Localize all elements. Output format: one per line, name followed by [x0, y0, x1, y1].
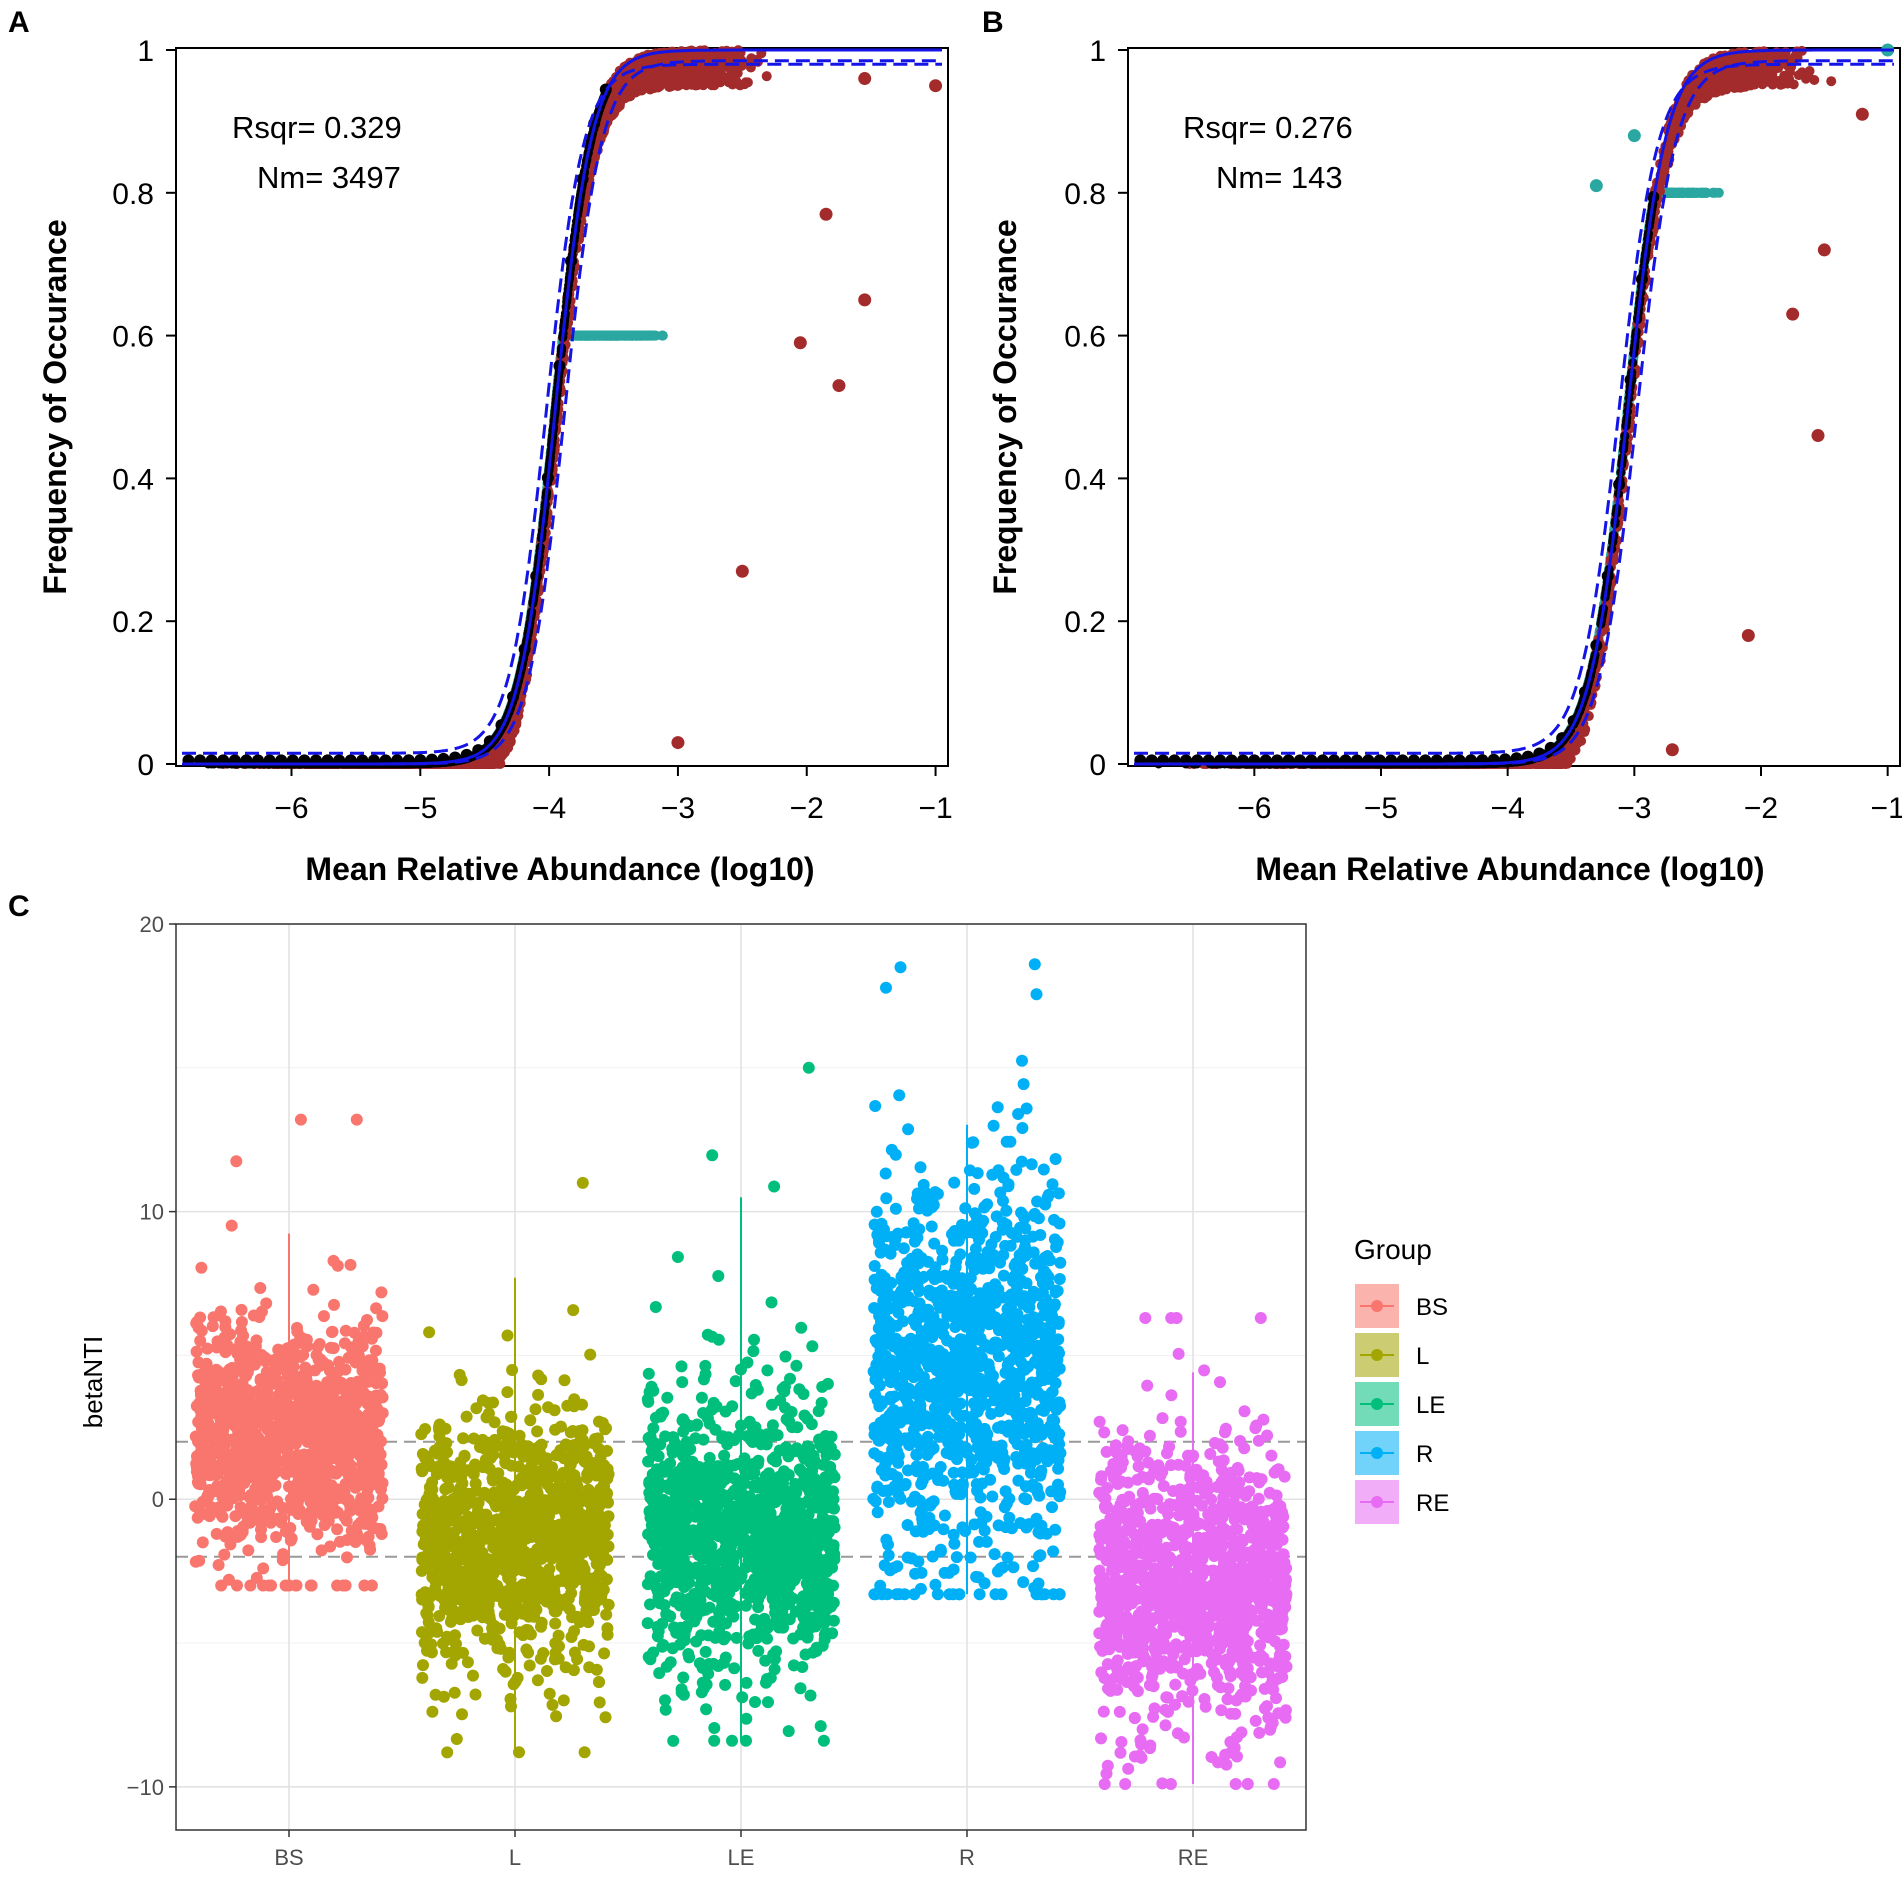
panel-a-plot-frame	[175, 47, 949, 767]
point-highlight	[858, 72, 872, 86]
panel-a-axes: −6 −5 −4 −3 −2 −1 0 0.2 0.4 0.6 0.8 1	[112, 35, 952, 825]
point-below	[726, 46, 737, 57]
point-below	[482, 759, 493, 769]
point-highlight	[832, 379, 846, 393]
point-below	[727, 57, 738, 68]
panel-b-letter: B	[982, 6, 1004, 39]
point-highlight	[858, 293, 872, 307]
series-below-prediction	[1184, 43, 1895, 769]
panel-b-scatter-layer	[1134, 43, 1895, 769]
point-above	[1681, 187, 1692, 198]
x-tick-label: −3	[661, 792, 695, 825]
point-below	[761, 71, 772, 82]
series-below-prediction	[218, 45, 943, 769]
point-below	[645, 79, 656, 90]
point-highlight	[671, 736, 685, 750]
point-above	[588, 330, 599, 341]
point-below	[494, 751, 505, 762]
panel-a: A −6 −5 −4 −3 −2 −1 0 0.2 0.4 0.6 0.8 1 Rsqr= 0.329…	[8, 6, 953, 887]
x-tick-label: −1	[918, 792, 952, 825]
point-above	[1695, 187, 1706, 198]
y-tick-label: 0.6	[112, 321, 154, 354]
point-below	[631, 86, 642, 97]
point-below	[711, 75, 722, 86]
panel-a-nm-annotation: Nm= 3497	[257, 160, 401, 195]
panel-a-letter: A	[8, 6, 30, 39]
panel-b: B −6 −5 −4 −3 −2 −100.20.40.60.81 Rsqr= 0.276…	[982, 6, 1902, 887]
point-highlight	[819, 207, 833, 221]
panel-a-rsqr-annotation: Rsqr= 0.329	[232, 110, 402, 145]
y-tick-label: 0.2	[112, 606, 154, 639]
y-tick-label: 1	[137, 35, 154, 68]
point-above	[607, 330, 618, 341]
panel-b-plot-frame	[1127, 47, 1901, 767]
x-tick-label: −6	[274, 792, 308, 825]
point-below	[698, 78, 709, 89]
panel-a-x-axis-label: Mean Relative Abundance (log10)	[305, 851, 814, 887]
point-below	[680, 72, 691, 83]
y-tick-label: 0.8	[112, 178, 154, 211]
x-tick-label: −4	[532, 792, 566, 825]
x-tick-label: −5	[403, 792, 437, 825]
point-highlight	[735, 564, 749, 578]
point-below	[656, 74, 667, 85]
point-above	[622, 330, 633, 341]
x-tick-label: −2	[790, 792, 824, 825]
panel-a-y-axis-label: Frequency of Occurance	[37, 219, 73, 594]
y-tick-label: 0.4	[112, 463, 154, 496]
point-highlight	[793, 336, 807, 350]
point-below	[503, 742, 514, 753]
point-above	[636, 330, 647, 341]
point-highlight	[929, 79, 943, 93]
panel-a-scatter-layer	[182, 45, 943, 769]
point-above	[1710, 187, 1721, 198]
y-tick-label: 0	[137, 749, 154, 782]
